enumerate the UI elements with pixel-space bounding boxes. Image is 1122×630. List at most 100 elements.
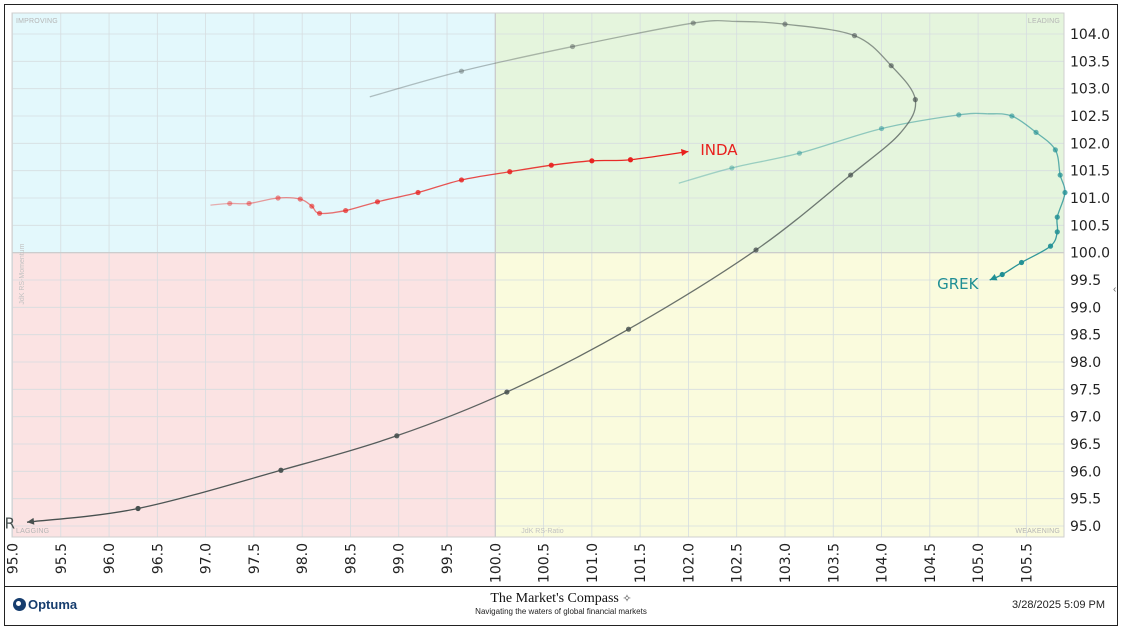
- y-tick-label: 103.5: [1070, 54, 1110, 70]
- series-line-grek: [678, 167, 733, 184]
- x-tick-label: 98.5: [343, 543, 359, 574]
- series-line-inda: [591, 159, 631, 162]
- x-tick-label: 100.0: [488, 543, 504, 583]
- series-layer: INDA GREK TUR: [5, 19, 1068, 532]
- x-tick-label: 100.5: [537, 543, 553, 583]
- x-tick-label: 99.0: [392, 543, 408, 574]
- x-tick-label: 96.5: [150, 543, 166, 574]
- x-tick-label: 102.0: [681, 543, 697, 583]
- series-arrow-tur: [26, 517, 35, 525]
- series-line-tur: [396, 391, 508, 437]
- series-point-tur: [690, 20, 696, 26]
- series-point-inda: [589, 158, 595, 164]
- series-point-inda: [227, 200, 233, 207]
- y-tick-label: 100.0: [1070, 246, 1110, 262]
- series-line-inda: [461, 171, 510, 181]
- series-point-tur: [569, 43, 576, 50]
- x-tick-label: 96.0: [102, 543, 118, 574]
- series-point-grek: [1047, 243, 1054, 249]
- plot-border: [11, 12, 1065, 538]
- optuma-logo-icon: [13, 598, 26, 611]
- y-tick-label: 101.5: [1070, 164, 1110, 180]
- y-axis-ticks: 95.0 95.5 96.0 96.5 97.0 97.5 98.0 98.5 99.0 99.5…: [1070, 27, 1110, 535]
- series-line-grek: [731, 152, 800, 169]
- y-tick-label: 99.5: [1070, 273, 1101, 289]
- series-line-tur: [755, 174, 852, 251]
- series-arrow-inda: [680, 149, 689, 156]
- series-line-tur: [628, 249, 757, 330]
- x-axis-title: JdK RS-Ratio: [521, 528, 564, 535]
- series-point-inda: [275, 195, 281, 201]
- y-tick-label: 102.0: [1070, 136, 1110, 152]
- brand-block: The Market's Compass ✧ Navigating the wa…: [5, 591, 1117, 616]
- series-point-grek: [878, 125, 885, 132]
- y-tick-label: 96.0: [1070, 464, 1101, 480]
- series-point-inda: [374, 199, 381, 205]
- compass-rose-icon: ✧: [622, 593, 632, 605]
- y-axis-title: JdK RS-Momentum: [19, 243, 26, 304]
- series-line-tur: [890, 65, 916, 100]
- x-tick-label: 105.5: [1019, 543, 1035, 583]
- series-point-grek: [1057, 172, 1063, 178]
- series-arrow-grek: [989, 273, 998, 281]
- series-line-tur: [506, 328, 629, 393]
- series-point-grek: [1052, 147, 1058, 153]
- y-tick-label: 100.5: [1070, 218, 1110, 234]
- series-line-tur: [850, 131, 902, 176]
- series-point-inda: [246, 200, 252, 207]
- series-point-tur: [888, 63, 894, 69]
- series-point-grek: [999, 271, 1005, 278]
- quadrant-label-improving: IMPROVING: [16, 18, 58, 25]
- x-axis-ticks: 95.0 95.5 96.0 96.5 97.0 97.5 98.0 98.5 99.0 99.5…: [6, 543, 1036, 583]
- brand-title: The Market's Compass ✧: [490, 591, 632, 606]
- x-tick-label: 101.5: [633, 543, 649, 583]
- series-point-tur: [625, 326, 632, 332]
- series-point-inda: [316, 210, 323, 216]
- series-point-grek: [1009, 113, 1015, 119]
- x-tick-label: 105.0: [971, 543, 987, 583]
- series-point-grek: [729, 165, 735, 171]
- series-point-grek: [1054, 214, 1060, 220]
- series-point-grek: [1054, 229, 1060, 235]
- x-tick-label: 102.5: [730, 543, 746, 583]
- series-point-inda: [458, 177, 465, 183]
- quadrant-weakening: [495, 252, 1064, 537]
- series-point-tur: [912, 97, 918, 103]
- x-tick-label: 103.0: [778, 543, 794, 583]
- x-tick-label: 104.5: [923, 543, 939, 583]
- quadrant-labels: IMPROVING LEADING LAGGING WEAKENING JdK RS-R…: [16, 18, 1060, 535]
- series-line-inda: [551, 160, 592, 166]
- series-line-inda: [377, 191, 419, 203]
- series-point-tur: [504, 389, 510, 395]
- collapse-panel-icon[interactable]: ‹: [1113, 284, 1117, 295]
- series-point-inda: [297, 196, 303, 202]
- y-tick-label: 101.0: [1070, 191, 1110, 207]
- grid-lines: [11, 12, 1065, 538]
- quadrant-label-leading: LEADING: [1028, 18, 1060, 25]
- timestamp: 3/28/2025 5:09 PM: [1012, 599, 1105, 611]
- series-point-tur: [394, 433, 400, 439]
- series-line-tur: [26, 507, 139, 523]
- series-line-tur: [461, 45, 573, 72]
- y-tick-label: 103.0: [1070, 82, 1110, 98]
- series-line-tur: [736, 20, 786, 25]
- series-line-inda: [210, 202, 230, 206]
- y-tick-label: 99.0: [1070, 300, 1101, 316]
- series-point-tur: [848, 172, 854, 178]
- series-grek: GREK: [678, 112, 1068, 293]
- series-point-inda: [309, 203, 315, 209]
- y-tick-label: 95.0: [1070, 519, 1101, 535]
- series-point-tur: [278, 467, 284, 473]
- series-line-tur: [784, 23, 855, 37]
- series-point-grek: [1062, 189, 1068, 196]
- series-line-tur: [572, 22, 694, 48]
- x-tick-label: 95.0: [6, 543, 22, 574]
- series-line-tur: [280, 435, 398, 471]
- series-label-tur: TUR: [5, 514, 15, 532]
- series-point-grek: [956, 112, 962, 118]
- series-line-inda: [417, 179, 462, 194]
- quadrant-label-lagging: LAGGING: [16, 528, 49, 535]
- x-tick-label: 98.0: [295, 543, 311, 574]
- series-point-tur: [753, 247, 759, 253]
- x-tick-label: 101.0: [585, 543, 601, 583]
